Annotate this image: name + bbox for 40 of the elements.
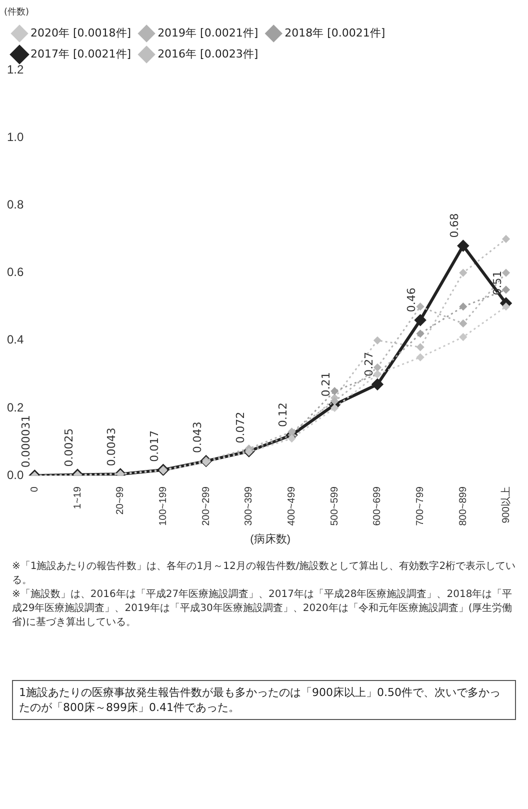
y-tick-label: 0.4 [6, 332, 24, 347]
y-tick-label: 0.2 [6, 400, 24, 414]
x-tick-label: 500~599 [329, 486, 340, 526]
legend-label: 2019年 [0.0021件] [158, 26, 258, 40]
legend-label: 2020年 [0.0018件] [30, 26, 132, 40]
text: ※「1施設あたりの報告件数」は、各年の1月～12月の報告件数/施設数として算出し、有効数字2桁で表示している。 [12, 560, 516, 588]
data-label: 0.0043 [105, 428, 118, 466]
data-label: 0.072 [234, 412, 247, 444]
x-axis-title: (病床数) [250, 532, 291, 546]
data-label: 0.12 [276, 402, 290, 428]
y-tick-label: 0.6 [6, 265, 24, 280]
data-label: 0.0025 [62, 428, 76, 467]
data-label: 0.27 [362, 352, 376, 376]
x-tick-label: 1~19 [72, 486, 84, 510]
x-tick-label: 600~699 [372, 486, 384, 526]
x-tick-label: 0 [29, 486, 40, 492]
x-tick-label: 300~399 [244, 486, 255, 526]
x-tick-label: 20~99 [115, 486, 126, 515]
data-label: 0.21 [319, 372, 332, 397]
y-tick-label: 1.2 [6, 62, 24, 76]
data-label: 0.68 [448, 213, 462, 238]
x-tick-label: 200~299 [200, 486, 212, 526]
x-tick-label: 900以上 [500, 486, 512, 524]
y-tick-label: 1.0 [6, 130, 24, 144]
data-label: 0.043 [190, 422, 204, 454]
x-tick-label: 800~899 [458, 486, 469, 526]
text: ※「施設数」は、2016年は「平成27年医療施設調査」、2017年は「平成28年医療施設調査」、2018年は「平成29年医療施設調査」、2019年は「平成30年医療施設調査」、2020年は「令和元年医療施設調査」(厚生労働省)に基づき算出している。 [12, 588, 514, 630]
x-tick-label: 400~499 [286, 486, 298, 526]
data-label: 0.017 [148, 430, 162, 462]
data-label: 0.000031 [20, 415, 33, 468]
legend-label: 2016年 [0.0023件] [158, 47, 258, 60]
legend-label: 2017年 [0.0021件] [30, 47, 132, 60]
text: 1施設あたりの医療事故発生報告件数が最も多かったのは「900床以上」0.50件で、次いで多かったのが「800床～899床」0.41件であった。 [12, 680, 516, 720]
x-tick-label: 100~199 [158, 486, 169, 526]
y-tick-label: 0.0 [6, 468, 24, 482]
y-axis-title: (件数) [4, 6, 30, 18]
x-tick-label: 700~799 [415, 486, 426, 526]
y-tick-label: 0.8 [6, 198, 24, 212]
data-label: 0.46 [405, 288, 418, 312]
legend-label: 2018年 [0.0021件] [284, 26, 386, 40]
